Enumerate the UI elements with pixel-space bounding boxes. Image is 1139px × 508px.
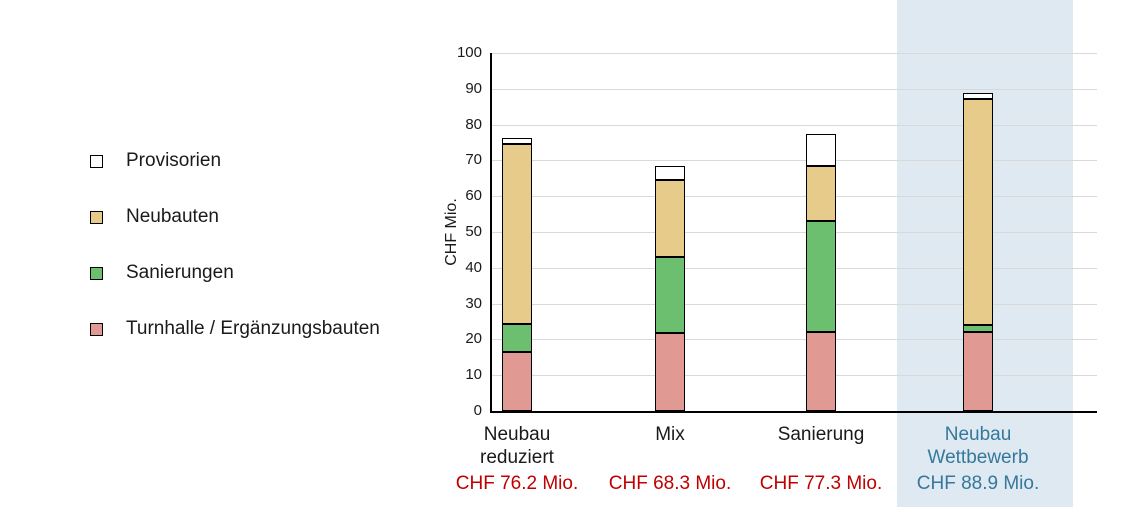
gridline-20	[490, 339, 1097, 340]
y-tick-20: 20	[465, 330, 482, 347]
bar-2-segment-sanierungen	[655, 256, 685, 333]
neubauten-swatch-icon	[90, 210, 103, 224]
gridline-100	[490, 53, 1097, 54]
y-tick-70: 70	[465, 151, 482, 168]
turnhalle-swatch-icon	[90, 322, 103, 336]
legend-item-sanierungen: Sanierungen	[90, 262, 380, 284]
bar-2-segment-turnhalle	[655, 333, 685, 411]
y-axis-line	[490, 53, 492, 413]
gridline-90	[490, 89, 1097, 90]
legend-label: Provisorien	[126, 150, 222, 171]
bar-3-segment-turnhalle	[806, 332, 836, 411]
y-tick-10: 10	[465, 366, 482, 383]
gridline-60	[490, 196, 1097, 197]
total-label-2: CHF 68.3 Mio.	[608, 473, 732, 494]
bar-4-segment-provisorien	[963, 93, 993, 100]
total-label-3: CHF 77.3 Mio.	[759, 473, 883, 494]
bar-1-segment-turnhalle	[502, 352, 532, 411]
category-label-2: Mix	[655, 424, 685, 445]
gridline-40	[490, 268, 1097, 269]
category-label-1: Neubau reduziert	[480, 424, 554, 468]
gridline-50	[490, 232, 1097, 233]
y-tick-0: 0	[473, 402, 482, 419]
y-tick-100: 100	[456, 44, 482, 61]
bar-1-segment-sanierungen	[502, 324, 532, 353]
sanierungen-swatch-icon	[90, 266, 103, 280]
bar-3-segment-sanierungen	[806, 221, 836, 333]
y-tick-80: 80	[465, 116, 482, 133]
gridline-30	[490, 304, 1097, 305]
category-label-3: Sanierung	[777, 424, 865, 445]
y-tick-90: 90	[465, 80, 482, 97]
bar-2-segment-neubauten	[655, 180, 685, 258]
gridline-70	[490, 160, 1097, 161]
bar-1-segment-neubauten	[502, 144, 532, 325]
legend-item-turnhalle: Turnhalle / Ergänzungsbauten	[90, 318, 380, 340]
bar-4-segment-sanierungen	[963, 324, 993, 332]
y-tick-30: 30	[465, 295, 482, 312]
bar-4-segment-turnhalle	[963, 332, 993, 411]
y-tick-40: 40	[465, 259, 482, 276]
bar-2-segment-provisorien	[655, 166, 685, 181]
legend-label: Turnhalle / Ergänzungsbauten	[126, 318, 380, 339]
y-tick-60: 60	[465, 187, 482, 204]
legend-item-neubauten: Neubauten	[90, 206, 380, 228]
legend-item-provisorien: Provisorien	[90, 150, 380, 172]
total-label-4: CHF 88.9 Mio.	[916, 473, 1040, 494]
x-axis-line	[490, 411, 1097, 413]
legend-label: Neubauten	[126, 206, 219, 227]
total-label-1: CHF 76.2 Mio.	[455, 473, 579, 494]
bar-1-segment-provisorien	[502, 137, 532, 144]
gridline-10	[490, 375, 1097, 376]
y-tick-50: 50	[465, 223, 482, 240]
chart-legend: Provisorien Neubauten Sanierungen Turnha…	[90, 150, 380, 374]
provisorien-swatch-icon	[90, 154, 103, 168]
category-label-4: Neubau Wettbewerb	[927, 424, 1029, 468]
legend-label: Sanierungen	[126, 262, 234, 283]
bar-3-segment-neubauten	[806, 166, 836, 222]
bar-4-segment-neubauten	[963, 99, 993, 326]
gridline-80	[490, 125, 1097, 126]
bar-3-segment-provisorien	[806, 133, 836, 166]
